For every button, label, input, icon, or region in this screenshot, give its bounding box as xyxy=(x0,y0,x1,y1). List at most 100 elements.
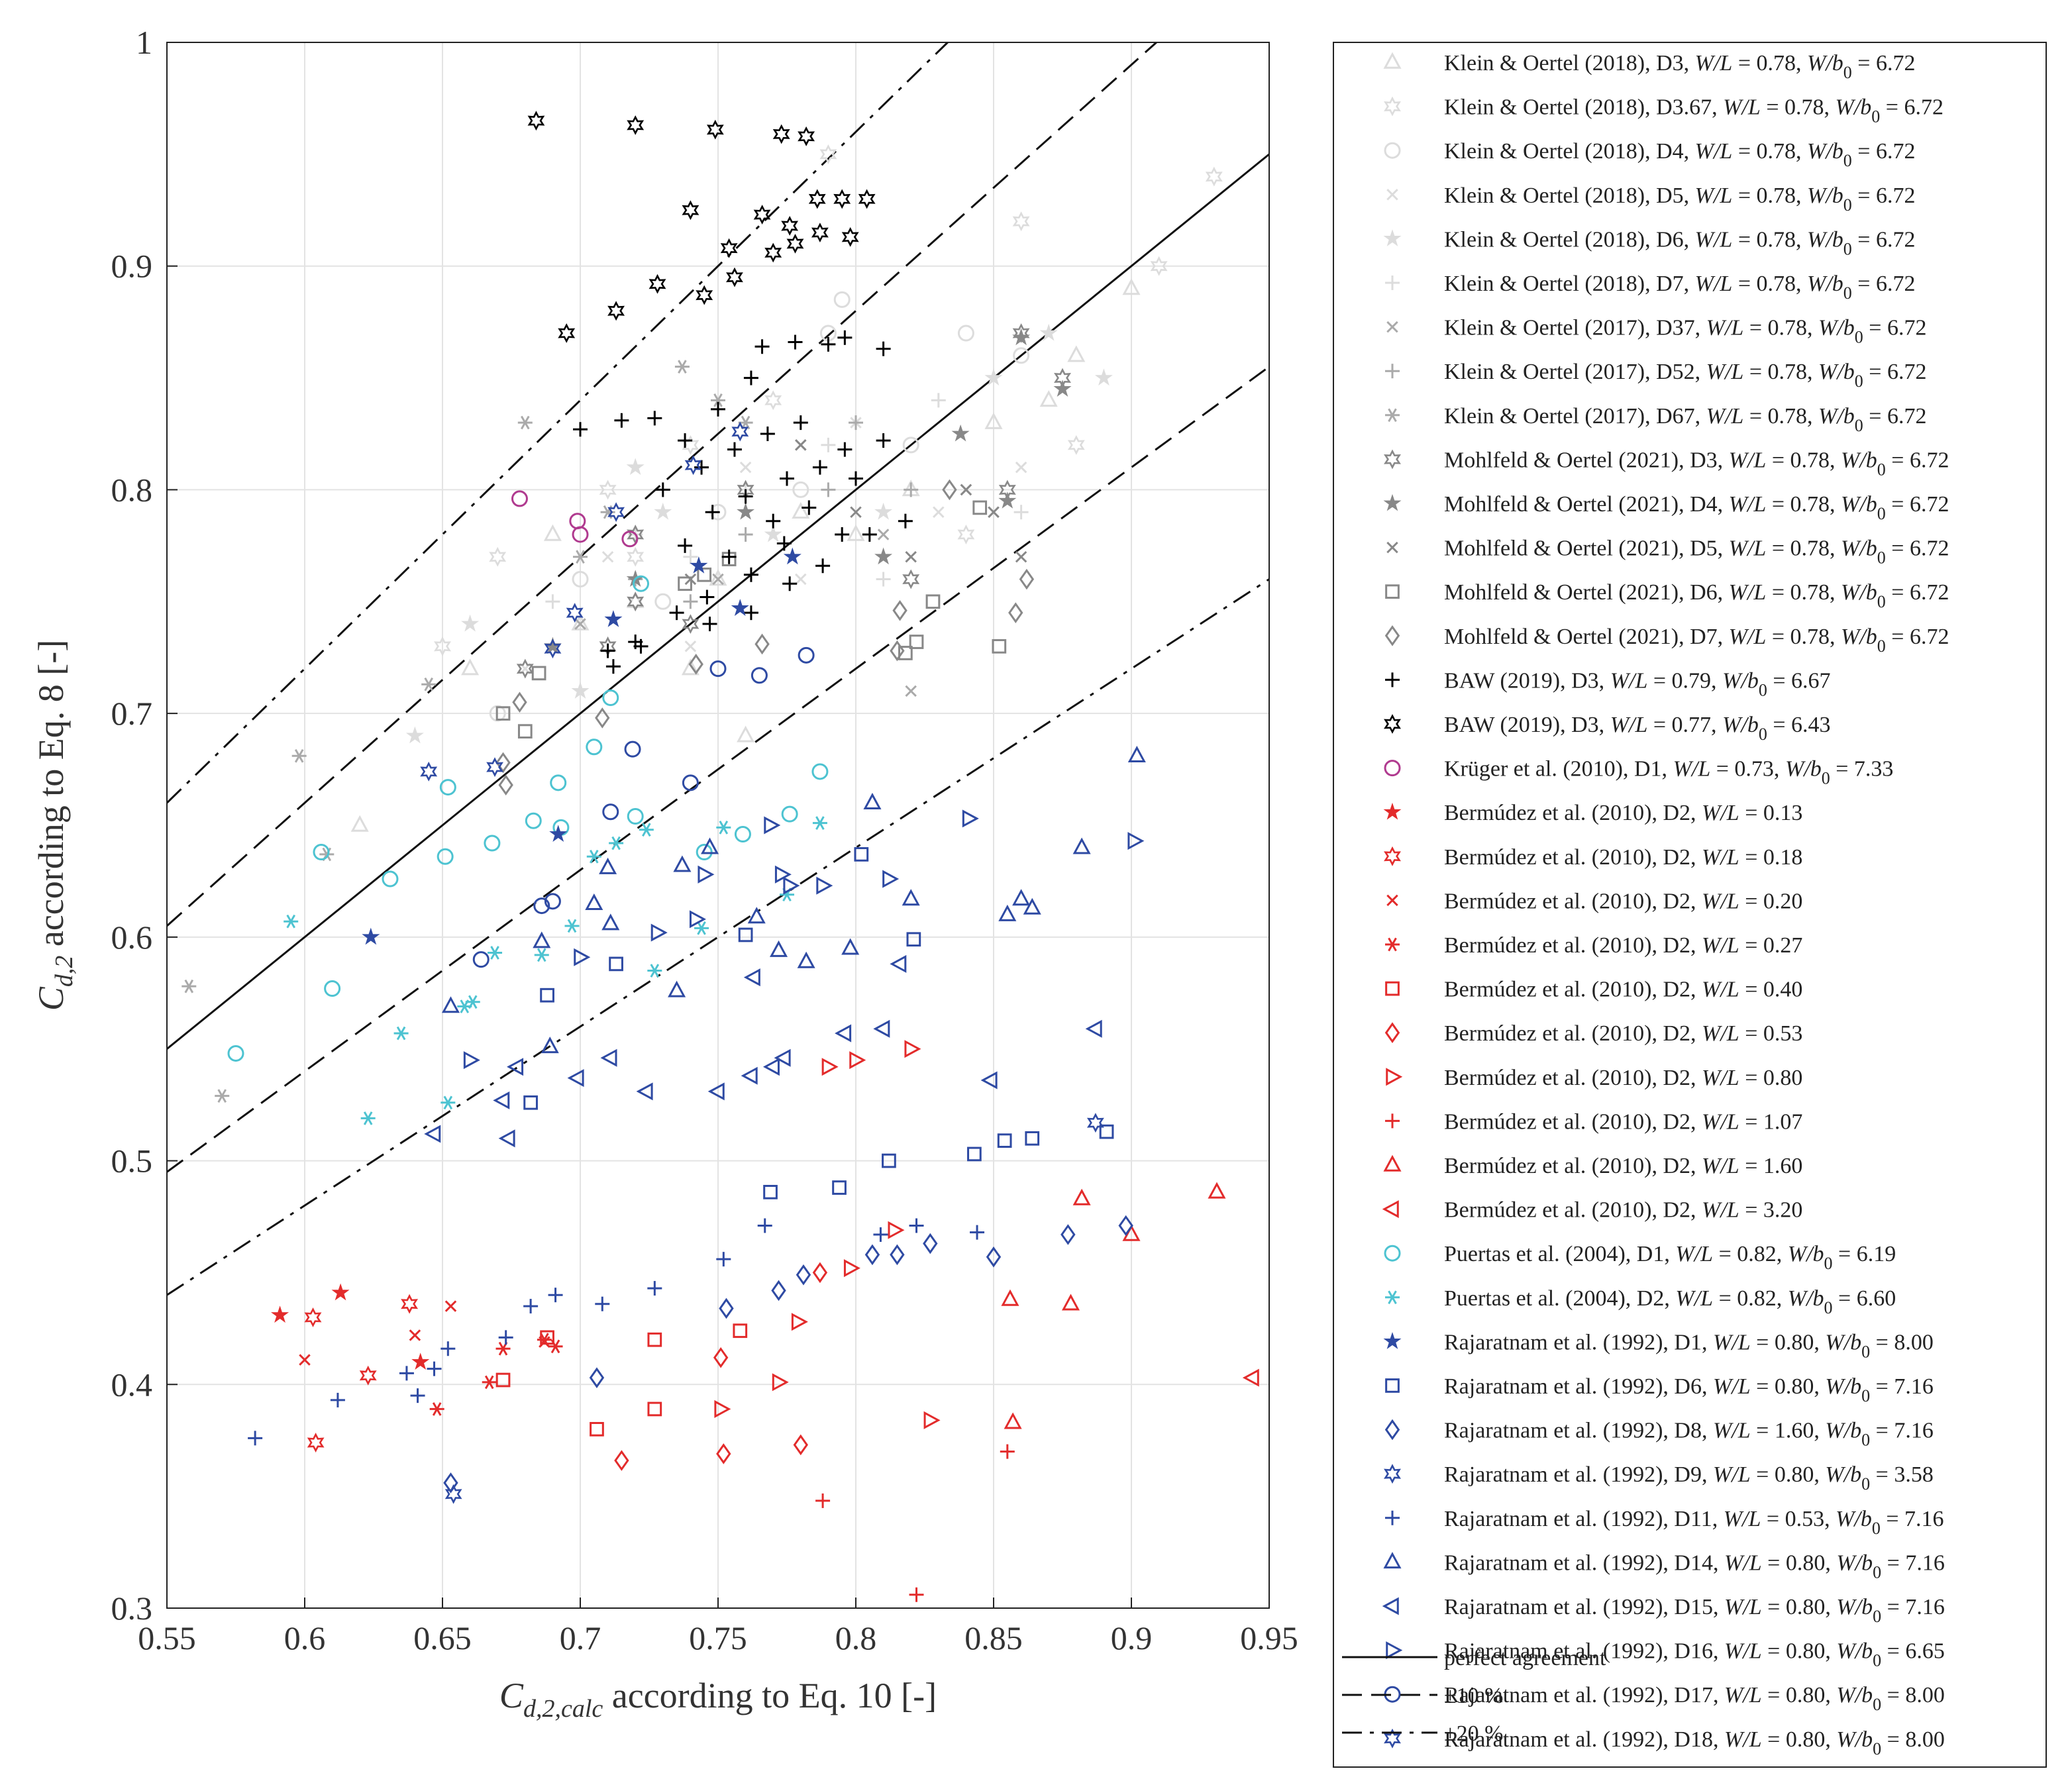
legend-marker xyxy=(1384,714,1401,734)
legend-entry: Puertas et al. (2004), D1, W/L = 0.82, W… xyxy=(1384,1242,1896,1273)
data-point xyxy=(689,910,706,929)
legend-marker xyxy=(1382,1597,1399,1615)
data-point xyxy=(1008,602,1023,623)
data-point xyxy=(771,1280,786,1301)
data-point xyxy=(299,1354,311,1366)
data-point xyxy=(792,501,810,519)
data-point xyxy=(923,1233,938,1254)
legend-marker xyxy=(1384,1464,1401,1484)
x-axis-title: Cd,2,calc according to Eq. 10 [-] xyxy=(499,1676,937,1723)
data-point xyxy=(410,1388,425,1403)
data-point xyxy=(721,549,737,564)
data-point xyxy=(534,948,549,962)
legend-marker xyxy=(1385,364,1400,379)
data-point xyxy=(1000,1444,1015,1459)
x-tick-label: 0.65 xyxy=(413,1619,472,1656)
data-point xyxy=(906,932,921,947)
x-tick-label: 0.7 xyxy=(560,1619,601,1656)
data-point xyxy=(362,927,380,945)
data-point xyxy=(248,1431,263,1446)
data-point xyxy=(1001,1289,1019,1306)
legend-marker xyxy=(1385,1290,1400,1305)
legend-label: Rajaratnam et al. (1992), D17, W/L = 0.8… xyxy=(1444,1683,1945,1714)
data-point xyxy=(774,1048,791,1067)
data-point xyxy=(835,527,850,542)
data-point xyxy=(673,855,692,872)
y-tick-label: 0.6 xyxy=(111,919,153,956)
data-point xyxy=(682,774,699,791)
legend-entry: Rajaratnam et al. (1992), D8, W/L = 1.60… xyxy=(1384,1419,1934,1450)
legend-marker xyxy=(1383,1552,1402,1569)
data-point xyxy=(605,659,621,674)
data-point xyxy=(701,837,719,854)
data-point xyxy=(1086,1113,1104,1133)
data-point xyxy=(599,480,617,500)
data-point xyxy=(589,1367,605,1388)
data-point xyxy=(647,1401,662,1417)
legend-marker xyxy=(1384,449,1401,470)
data-point xyxy=(523,1299,539,1314)
legend-label: Krüger et al. (2010), D1, W/L = 0.73, W/… xyxy=(1444,757,1893,788)
legend-marker xyxy=(1385,672,1400,687)
data-point xyxy=(429,1402,444,1416)
data-point xyxy=(574,948,591,966)
data-point xyxy=(764,390,782,411)
data-point xyxy=(772,124,790,144)
legend-entry: Klein & Oertel (2017), D37, W/L = 0.78, … xyxy=(1386,316,1926,347)
data-point xyxy=(1053,380,1072,397)
data-point xyxy=(609,956,623,972)
data-point xyxy=(743,968,760,987)
data-point xyxy=(636,1082,653,1101)
data-point xyxy=(627,807,644,825)
x-axis-title-rest: according to Eq. 10 [-] xyxy=(603,1676,937,1715)
data-point xyxy=(405,726,424,744)
y-axis-title-main: C xyxy=(31,986,71,1011)
data-point xyxy=(270,1305,289,1323)
data-point xyxy=(628,635,643,650)
data-point xyxy=(743,370,758,385)
data-point xyxy=(699,589,715,605)
data-point xyxy=(181,979,197,993)
data-point xyxy=(904,482,919,497)
legend-marker xyxy=(1385,584,1400,599)
data-point xyxy=(465,995,480,1009)
legend-label: Rajaratnam et al. (1992), D15, W/L = 0.8… xyxy=(1444,1595,1945,1626)
data-point xyxy=(909,635,924,649)
data-point xyxy=(811,763,829,780)
data-point xyxy=(401,1294,419,1314)
data-point xyxy=(716,1252,731,1267)
data-point xyxy=(876,341,891,356)
data-point xyxy=(571,682,590,699)
data-point xyxy=(488,946,503,960)
data-point xyxy=(558,323,576,343)
data-point xyxy=(1012,889,1031,906)
data-point xyxy=(835,1024,852,1042)
data-point xyxy=(902,889,920,906)
data-point xyxy=(1061,1224,1076,1245)
data-point xyxy=(798,646,815,664)
legend-entry: Bermúdez et al. (2010), D2, W/L = 0.53 xyxy=(1384,1021,1802,1046)
data-point xyxy=(902,569,920,589)
data-point xyxy=(639,823,654,837)
data-point xyxy=(833,291,851,308)
data-point xyxy=(284,914,299,929)
data-point xyxy=(788,334,803,350)
data-point xyxy=(601,913,620,931)
data-point xyxy=(798,126,815,146)
data-point xyxy=(427,1361,442,1376)
data-point xyxy=(600,1048,617,1067)
data-point xyxy=(1072,837,1091,854)
data-point xyxy=(495,706,511,721)
data-point xyxy=(942,479,957,501)
data-point xyxy=(862,527,877,542)
data-point xyxy=(585,893,603,910)
data-point xyxy=(541,1037,559,1054)
legend-marker xyxy=(1385,981,1400,996)
data-point xyxy=(696,285,713,305)
data-point xyxy=(876,572,891,587)
data-point xyxy=(923,1411,941,1429)
data-point xyxy=(980,1071,998,1090)
data-point xyxy=(549,825,568,842)
data-point xyxy=(821,336,836,352)
legend-marker xyxy=(1385,1510,1400,1525)
